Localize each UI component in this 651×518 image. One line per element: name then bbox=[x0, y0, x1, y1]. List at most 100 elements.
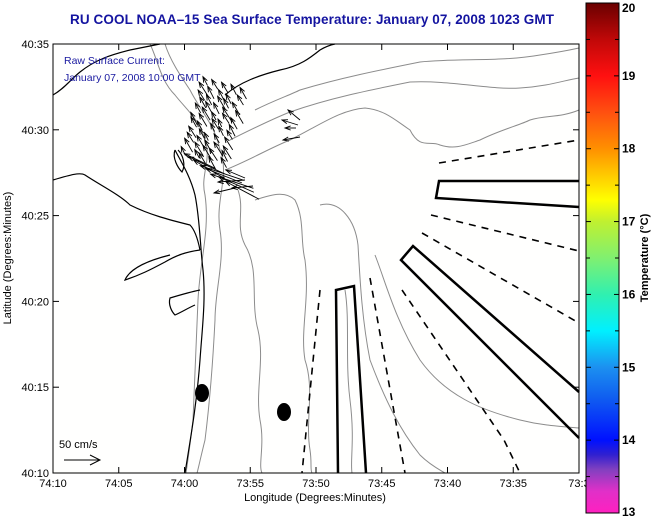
coastline-north bbox=[52, 43, 161, 96]
current-vector bbox=[222, 144, 232, 160]
current-vector bbox=[205, 93, 213, 106]
current-vector bbox=[283, 125, 296, 131]
contour-line bbox=[229, 77, 580, 141]
current-label: Raw Surface Current: bbox=[64, 55, 165, 67]
current-vector bbox=[190, 116, 197, 128]
colorbar-label: Temperature (°C) bbox=[639, 213, 651, 302]
current-vector bbox=[280, 119, 299, 126]
current-vector bbox=[183, 153, 216, 170]
current-vector bbox=[230, 185, 254, 190]
current-vector bbox=[223, 136, 234, 151]
x-tick-label: 74:10 bbox=[39, 478, 67, 490]
y-tick-label: 40:20 bbox=[21, 296, 49, 308]
coastline-hook bbox=[173, 149, 185, 173]
colorbar-ticks: 20 19 18 17 16 15 14 13 bbox=[586, 1, 636, 518]
coastline-river bbox=[123, 249, 201, 281]
current-vector bbox=[230, 83, 237, 95]
plot-area bbox=[53, 44, 579, 473]
x-tick-label: 73:45 bbox=[368, 478, 396, 490]
dashed-line bbox=[301, 289, 321, 474]
coastline-shore bbox=[174, 149, 205, 474]
current-vector bbox=[199, 95, 207, 109]
current-vector bbox=[196, 119, 203, 131]
current-vector bbox=[216, 179, 246, 185]
current-vector bbox=[218, 125, 224, 136]
x-axis: 74:10 74:05 74:00 73:55 73:50 73:45 73:40 73:35… bbox=[39, 44, 590, 490]
contour-line bbox=[374, 254, 580, 429]
current-vector bbox=[224, 169, 246, 179]
colorbar-tick-label: 13 bbox=[622, 505, 636, 518]
current-vector bbox=[210, 122, 216, 132]
current-vector bbox=[213, 141, 224, 157]
y-tick-label: 40:30 bbox=[21, 125, 49, 137]
current-vector bbox=[187, 156, 225, 175]
contour-line bbox=[344, 289, 353, 474]
current-vector bbox=[199, 165, 244, 181]
current-vector bbox=[194, 141, 204, 156]
y-tick-label: 40:35 bbox=[21, 39, 49, 51]
current-vector bbox=[202, 75, 208, 86]
current-vector bbox=[225, 92, 232, 105]
coastline bbox=[52, 43, 336, 474]
x-axis-label: Longitude (Degrees:Minutes) bbox=[244, 492, 386, 504]
colorbar-tick-label: 15 bbox=[622, 360, 636, 374]
current-vector bbox=[220, 156, 227, 168]
current-vector bbox=[198, 112, 208, 127]
current-vector bbox=[217, 176, 255, 193]
current-vector bbox=[188, 125, 197, 139]
contour-line bbox=[254, 193, 313, 474]
scale-arrow-label: 50 cm/s bbox=[59, 439, 98, 451]
current-vector bbox=[210, 78, 219, 90]
current-vector bbox=[281, 136, 301, 142]
current-vector bbox=[208, 147, 218, 161]
bathymetry-contours bbox=[149, 43, 580, 474]
chart-title: RU COOL NOAA–15 Sea Surface Temperature:… bbox=[70, 12, 555, 27]
dashed-line bbox=[438, 139, 580, 164]
current-vector bbox=[210, 110, 217, 121]
current-vector bbox=[203, 131, 210, 141]
current-vector bbox=[194, 101, 202, 114]
x-tick-label: 74:05 bbox=[105, 478, 133, 490]
y-tick-label: 40:25 bbox=[21, 211, 49, 223]
contour-line bbox=[164, 43, 224, 474]
colorbar-tick-label: 14 bbox=[622, 433, 636, 447]
dashed-line bbox=[421, 232, 580, 324]
current-vector bbox=[228, 123, 236, 137]
contour-line bbox=[319, 203, 446, 474]
x-tick-label: 73:3 bbox=[568, 478, 589, 490]
current-vector bbox=[286, 109, 301, 121]
colorbar bbox=[585, 2, 620, 514]
y-axis-label: Latitude (Degrees:Minutes) bbox=[2, 192, 14, 325]
current-vector bbox=[207, 85, 215, 99]
current-vector bbox=[226, 129, 233, 140]
current-vector bbox=[197, 88, 205, 101]
current-vector bbox=[221, 106, 233, 123]
current-vector bbox=[239, 86, 247, 100]
current-vector bbox=[220, 81, 229, 94]
current-vector bbox=[234, 109, 244, 124]
beam-dashes bbox=[301, 139, 580, 474]
current-vector bbox=[201, 106, 211, 121]
colorbar-tick-label: 19 bbox=[622, 69, 636, 83]
y-axis: 40:35 40:30 40:25 40:20 40:15 40:10 bbox=[21, 39, 579, 480]
current-vector bbox=[236, 93, 244, 106]
current-vectors bbox=[180, 75, 301, 200]
y-tick-label: 40:15 bbox=[21, 382, 49, 394]
beam-box-north bbox=[434, 179, 580, 209]
colorbar-tick-label: 20 bbox=[622, 1, 636, 15]
current-vector bbox=[213, 132, 220, 144]
station-marker bbox=[195, 384, 209, 402]
beam-outlines bbox=[334, 179, 580, 474]
current-vector bbox=[230, 116, 238, 130]
coastline-inlet bbox=[168, 289, 201, 316]
current-vector bbox=[190, 111, 198, 126]
current-vector bbox=[221, 149, 228, 162]
current-vector bbox=[198, 127, 205, 139]
current-vector bbox=[198, 151, 206, 164]
current-vector bbox=[213, 101, 220, 115]
current-vector bbox=[221, 112, 230, 124]
contour-line bbox=[224, 107, 580, 171]
colorbar-tick-label: 18 bbox=[622, 142, 636, 156]
current-timestamp: January 07, 2008 10:00 GMT bbox=[64, 72, 201, 84]
